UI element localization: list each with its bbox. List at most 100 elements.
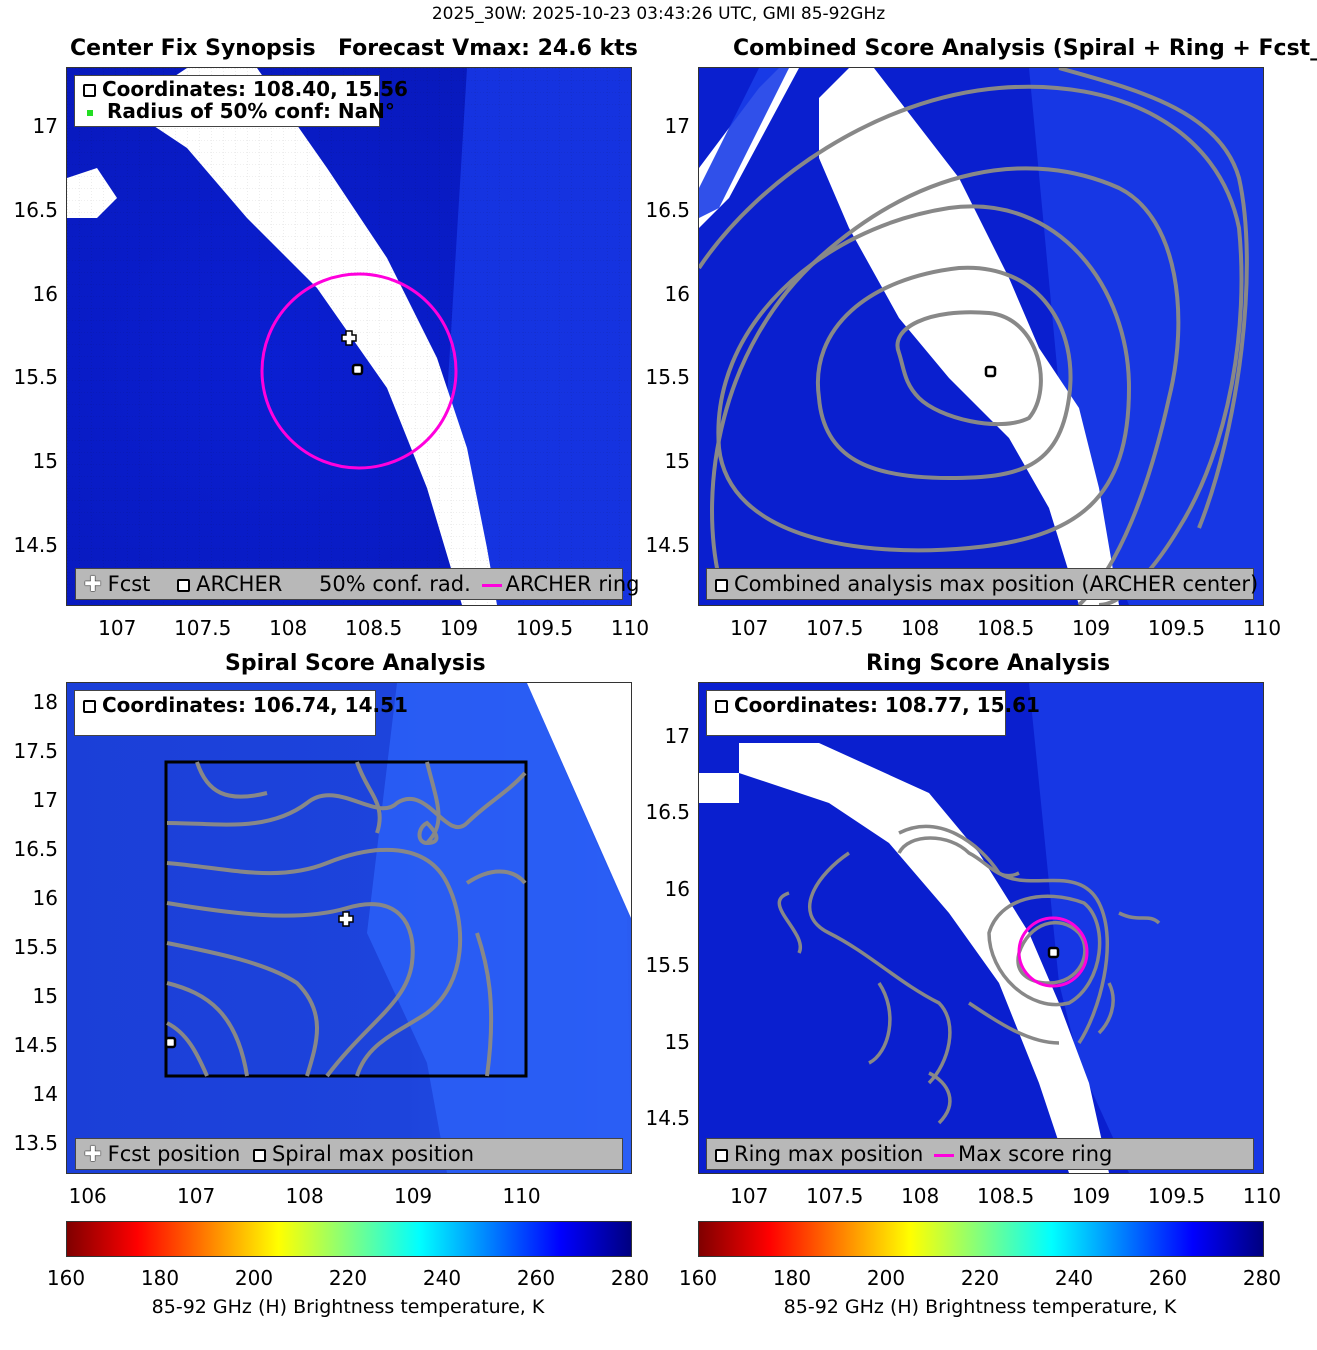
x-tick-label: 108.5 <box>976 616 1035 640</box>
x-tick-label: 107.5 <box>806 616 864 640</box>
combined-contours <box>699 68 1249 605</box>
figure-suptitle: 2025_30W: 2025-10-23 03:43:26 UTC, GMI 8… <box>431 4 886 24</box>
x-tick-label: 107 <box>730 616 769 640</box>
y-tick-label: 14.5 <box>645 533 690 558</box>
synopsis-legend-top: Coordinates: 108.40, 15.56 Radius of 50%… <box>74 75 408 127</box>
y-tick-label: 15.5 <box>645 365 690 390</box>
x-tick-label: 107.5 <box>806 1184 864 1208</box>
spiral-title: Spiral Score Analysis <box>225 651 486 676</box>
y-tick-label: 16.5 <box>13 197 58 222</box>
colorbar-tick-label: 280 <box>1242 1266 1282 1290</box>
y-tick-label: 15 <box>664 449 690 474</box>
colorbar-tick-label: 280 <box>610 1266 650 1290</box>
synopsis-plot-area <box>66 67 632 606</box>
x-tick-label: 109 <box>439 616 479 640</box>
spiral-legend-top: Coordinates: 106.74, 14.51 <box>74 690 408 736</box>
x-tick-label: 108 <box>269 616 308 640</box>
y-tick-label: 17 <box>32 113 58 138</box>
y-tick-label: 15 <box>32 449 58 474</box>
y-tick-label: 15 <box>664 1029 690 1054</box>
colorbar-tick-label: 260 <box>1148 1266 1188 1290</box>
y-tick-label: 14 <box>32 1081 58 1106</box>
colorbar-tick-label: 220 <box>960 1266 1000 1290</box>
x-tick-label: 110 <box>1242 1184 1282 1208</box>
ring-contours <box>777 824 1161 1125</box>
synopsis-vmax-title: Forecast Vmax: 24.6 kts <box>338 36 638 61</box>
x-tick-label: 110 <box>1242 616 1282 640</box>
spiral-swath-gap <box>527 683 631 918</box>
combined-title: Combined Score Analysis (Spiral + Ring +… <box>733 36 1317 61</box>
x-tick-label: 110 <box>502 1184 541 1208</box>
spiral-contours <box>166 761 527 1078</box>
colorbar-tick-label: 240 <box>422 1266 462 1290</box>
x-tick-label: 110 <box>610 616 650 640</box>
spiral-fcst-position-icon <box>338 911 354 927</box>
spiral-plot-area <box>66 682 632 1174</box>
colorbar-tick-label: 200 <box>234 1266 274 1290</box>
spiral-legend-bottom: ✚ Fcst position Spiral max position <box>75 1138 623 1170</box>
y-tick-label: 15.5 <box>13 934 58 959</box>
x-tick-label: 107.5 <box>174 616 232 640</box>
y-tick-label: 16 <box>32 885 58 910</box>
x-tick-label: 107 <box>730 1184 769 1208</box>
ring-swath-gap <box>739 743 1109 1173</box>
x-tick-label: 109 <box>1071 616 1111 640</box>
y-tick-label: 17 <box>664 723 690 748</box>
combined-legend-bottom: Combined analysis max position (ARCHER c… <box>706 568 1258 600</box>
combined-max-marker <box>984 365 997 378</box>
fcst-position-icon <box>341 330 357 346</box>
colorbar-tick-label: 160 <box>678 1266 718 1290</box>
ring-legend-bottom: Ring max position Max score ring <box>706 1138 1254 1170</box>
y-tick-label: 14.5 <box>13 1032 58 1057</box>
colorbar-tick-label: 180 <box>772 1266 812 1290</box>
synopsis-title: Center Fix Synopsis <box>70 36 316 61</box>
y-tick-label: 15.5 <box>645 953 690 978</box>
colorbar-tick-label: 240 <box>1054 1266 1094 1290</box>
x-tick-label: 108.5 <box>976 1184 1035 1208</box>
ring-plot-area <box>698 682 1264 1174</box>
x-tick-label: 106 <box>68 1184 107 1208</box>
y-tick-label: 15.5 <box>13 365 58 390</box>
x-tick-label: 109.5 <box>515 616 574 640</box>
max-score-ring <box>1017 916 1089 988</box>
x-tick-label: 109.5 <box>1147 616 1206 640</box>
ring-max-marker <box>1047 946 1060 959</box>
colorbar-label-right: 85-92 GHz (H) Brightness temperature, K <box>783 1296 1177 1318</box>
colorbar-label-left: 85-92 GHz (H) Brightness temperature, K <box>151 1296 545 1318</box>
x-tick-label: 108 <box>285 1184 324 1208</box>
y-tick-label: 17 <box>664 113 690 138</box>
colorbar-tick-label: 180 <box>140 1266 180 1290</box>
y-tick-label: 16.5 <box>645 197 690 222</box>
spiral-search-box <box>164 760 528 1078</box>
y-tick-label: 17 <box>32 787 58 812</box>
colorbar-tick-label: 160 <box>46 1266 86 1290</box>
x-tick-label: 108 <box>901 616 940 640</box>
spiral-max-marker <box>164 1036 177 1049</box>
colorbar-tick-label: 260 <box>516 1266 556 1290</box>
y-tick-label: 13.5 <box>13 1130 58 1155</box>
y-tick-label: 14.5 <box>645 1106 690 1131</box>
y-tick-label: 16.5 <box>645 800 690 825</box>
y-tick-label: 18 <box>32 689 58 714</box>
ring-title: Ring Score Analysis <box>866 651 1111 676</box>
x-tick-label: 108.5 <box>344 616 403 640</box>
combined-plot-area <box>698 67 1264 606</box>
x-tick-label: 109 <box>393 1184 433 1208</box>
x-tick-label: 107 <box>177 1184 216 1208</box>
y-tick-label: 16.5 <box>13 836 58 861</box>
y-tick-label: 17.5 <box>13 738 58 763</box>
colorbar-right <box>698 1221 1264 1257</box>
y-tick-label: 16 <box>664 281 690 306</box>
colorbar-tick-label: 220 <box>328 1266 368 1290</box>
colorbar-tick-label: 200 <box>866 1266 906 1290</box>
x-tick-label: 109 <box>1071 1184 1111 1208</box>
y-tick-label: 15 <box>32 983 58 1008</box>
ring-legend-top: Coordinates: 108.77, 15.61 <box>706 690 1040 736</box>
x-tick-label: 107 <box>98 616 137 640</box>
y-tick-label: 14.5 <box>13 533 58 558</box>
y-tick-label: 16 <box>664 876 690 901</box>
colorbar-left <box>66 1221 632 1257</box>
archer-center-marker <box>351 363 364 376</box>
archer-ring <box>260 272 458 470</box>
synopsis-legend-bottom: ✚ Fcst ARCHER 50% conf. rad. ARCHER ring <box>75 568 640 600</box>
